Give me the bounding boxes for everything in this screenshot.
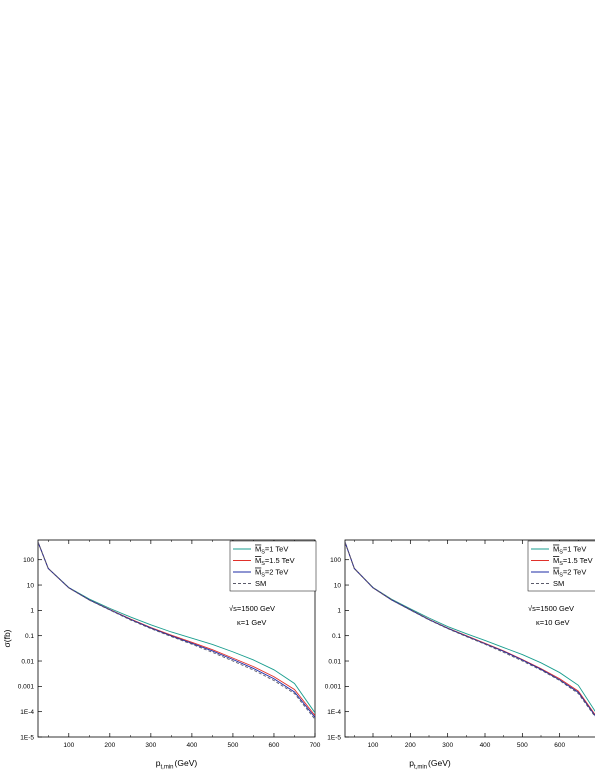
x-tick-label: 300 — [442, 742, 453, 749]
y-tick-label: 100 — [330, 557, 341, 564]
legend-label-main: M — [553, 568, 559, 577]
chart-panel-1: 100 200 300 400 500 600 700 1E-5 1E-4 0.001 0.01 0.… — [2, 539, 321, 770]
x-tick-label: 100 — [368, 742, 379, 749]
y-tick-label: 0.1 — [332, 633, 341, 640]
legend-label-rest: =1.5 TeV — [563, 556, 593, 565]
legend-label-rest: =2 TeV — [563, 568, 586, 577]
x-axis-label-unit: (GeV) — [175, 758, 198, 768]
legend-label-3: MS=2 TeV — [553, 568, 586, 579]
x-axis-label-sub: t,min — [161, 765, 174, 770]
legend-label-main: M — [553, 545, 559, 554]
legend-label-sub: S — [559, 561, 563, 567]
x-axis-label-unit: (GeV) — [428, 758, 451, 768]
plot-frame — [37, 539, 316, 738]
legend-label-4: SM — [255, 579, 266, 588]
legend-label-sub: S — [261, 573, 265, 579]
legend-label-sub: S — [261, 561, 265, 567]
legend-label-1: MS=1 TeV — [553, 545, 586, 556]
legend-label-2: MS=1.5 TeV — [553, 556, 593, 567]
plot-frame — [344, 539, 595, 738]
x-tick-label: 700 — [310, 742, 321, 749]
x-tick-label: 400 — [186, 742, 197, 749]
x-axis-label: pt,min(GeV) — [409, 758, 451, 770]
x-tick-label: 500 — [227, 742, 238, 749]
annotation-2: κ=10 GeV — [536, 618, 570, 627]
legend-label-sub: S — [559, 550, 563, 556]
y-tick-label: 10 — [334, 582, 342, 589]
x-axis-label: pt,min(GeV) — [156, 758, 198, 770]
series-line-4 — [38, 541, 315, 720]
legend-label-main: SM — [255, 579, 266, 588]
legend-label-sub: S — [559, 573, 563, 579]
x-tick-label: 200 — [405, 742, 416, 749]
series-line-3 — [38, 541, 315, 718]
annotation-1: √s=1500 GeV — [229, 604, 275, 613]
annotation-1: √s=1500 GeV — [528, 604, 574, 613]
y-tick-label: 1E-4 — [327, 709, 341, 716]
x-tick-label: 600 — [269, 742, 280, 749]
y-tick-label: 1E-5 — [327, 734, 341, 741]
y-tick-label: 1E-5 — [20, 734, 34, 741]
chart-panel-2: 100 200 300 400 500 600 1E-5 1E-4 0.001 0.01 0.1 1 1… — [325, 539, 595, 770]
legend-label-sub: S — [261, 550, 265, 556]
legend-label-main: SM — [553, 579, 564, 588]
y-tick-label: 0.01 — [328, 658, 341, 665]
y-tick-label: 0.001 — [18, 684, 35, 691]
annotation-2: κ=1 GeV — [237, 618, 266, 627]
x-axis-label-main: p — [156, 758, 161, 768]
y-tick-label: 0.1 — [25, 633, 34, 640]
y-tick-label: 100 — [23, 557, 34, 564]
y-tick-label: 1E-4 — [20, 709, 34, 716]
y-tick-label: 1 — [337, 608, 341, 615]
legend-label-rest: =1 TeV — [265, 545, 288, 554]
legend-label-main: M — [255, 556, 261, 565]
legend-label-2: MS=1.5 TeV — [255, 556, 295, 567]
y-tick-label: 1 — [30, 608, 34, 615]
x-tick-label: 300 — [145, 742, 156, 749]
x-axis-label-sub: t,min — [414, 765, 427, 770]
legend-label-main: M — [255, 545, 261, 554]
legend-label-rest: =1 TeV — [563, 545, 586, 554]
legend-label-3: MS=2 TeV — [255, 568, 288, 579]
y-tick-label: 0.01 — [21, 658, 34, 665]
legend-label-rest: =2 TeV — [265, 568, 288, 577]
legend-label-main: M — [553, 556, 559, 565]
y-tick-label: 0.001 — [325, 684, 342, 691]
x-axis-label-main: p — [409, 758, 414, 768]
x-tick-label: 200 — [104, 742, 115, 749]
legend-label-main: M — [255, 568, 261, 577]
x-tick-label: 600 — [554, 742, 565, 749]
series-line-4 — [345, 541, 595, 718]
y-axis-label: σ(fb) — [2, 629, 12, 647]
x-tick-label: 400 — [480, 742, 491, 749]
x-tick-label: 100 — [63, 742, 74, 749]
y-tick-label: 10 — [27, 582, 35, 589]
x-tick-label: 500 — [517, 742, 528, 749]
legend-label-1: MS=1 TeV — [255, 545, 288, 556]
legend-label-4: SM — [553, 579, 564, 588]
legend-label-rest: =1.5 TeV — [265, 556, 295, 565]
